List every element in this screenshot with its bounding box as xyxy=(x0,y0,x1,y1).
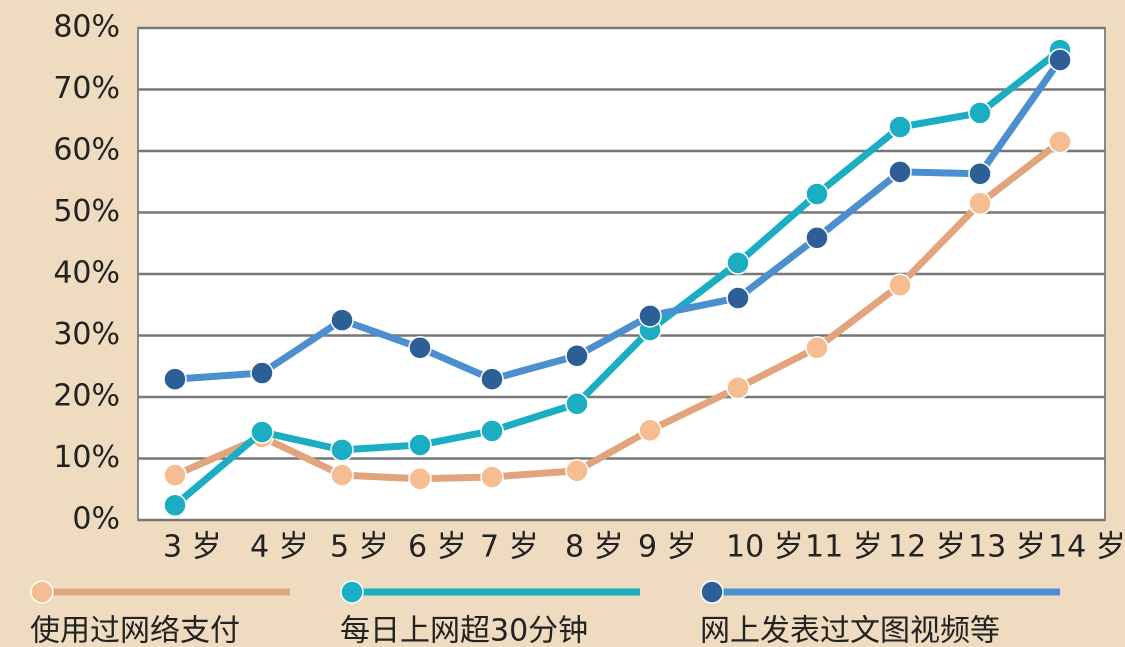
point xyxy=(968,101,992,125)
point xyxy=(330,463,354,487)
x-tick-label: 8 岁 xyxy=(565,530,624,565)
point xyxy=(1048,130,1072,154)
point xyxy=(638,418,662,442)
y-tick-label: 0% xyxy=(72,502,120,537)
y-tick-label: 20% xyxy=(53,379,120,414)
y-tick-label: 50% xyxy=(53,194,120,229)
x-tick-label: 12 岁 xyxy=(888,530,966,565)
point xyxy=(480,419,504,443)
point xyxy=(163,367,187,391)
point xyxy=(726,376,750,400)
point xyxy=(888,115,912,139)
point xyxy=(638,304,662,328)
point xyxy=(250,420,274,444)
x-tick-label: 6 岁 xyxy=(408,530,467,565)
point xyxy=(565,344,589,368)
legend-marker xyxy=(30,580,54,604)
y-tick-label: 80% xyxy=(53,10,120,45)
point xyxy=(163,463,187,487)
series-line xyxy=(172,47,1063,508)
legend-marker xyxy=(340,580,364,604)
y-tick-label: 10% xyxy=(53,440,120,475)
y-tick-label: 30% xyxy=(53,317,120,352)
y-tick-label: 60% xyxy=(53,133,120,168)
x-tick-label: 9 岁 xyxy=(638,530,697,565)
point xyxy=(888,273,912,297)
y-tick-label: 70% xyxy=(53,71,120,106)
point xyxy=(968,191,992,216)
point xyxy=(250,361,274,385)
x-tick-label: 5 岁 xyxy=(330,530,389,565)
point xyxy=(1048,48,1072,72)
point xyxy=(565,392,589,416)
point xyxy=(408,467,432,491)
point xyxy=(726,251,750,275)
x-tick-label: 7 岁 xyxy=(480,530,539,565)
x-tick-label: 4 岁 xyxy=(250,530,309,565)
x-tick-label: 14 岁 xyxy=(1048,530,1125,565)
point xyxy=(408,433,432,457)
series-line xyxy=(174,57,1063,383)
series-line xyxy=(173,139,1063,483)
x-tick-label: 10 岁 xyxy=(726,530,804,565)
point xyxy=(480,465,504,489)
point xyxy=(330,438,354,462)
point xyxy=(805,225,829,250)
point xyxy=(330,308,354,332)
point xyxy=(163,493,187,517)
legend-marker xyxy=(700,580,724,604)
point xyxy=(726,286,750,310)
point xyxy=(968,162,992,186)
point xyxy=(805,336,829,360)
point xyxy=(565,459,589,483)
legend-label: 网上发表过文图视频等 xyxy=(700,614,1000,647)
legend-label: 使用过网络支付 xyxy=(30,614,240,647)
x-tick-label: 3 岁 xyxy=(163,530,222,565)
x-tick-label: 11 岁 xyxy=(805,530,883,565)
legend-label: 每日上网超30分钟 xyxy=(340,614,588,647)
point xyxy=(888,160,912,184)
point xyxy=(408,336,432,360)
point xyxy=(480,367,504,391)
y-tick-label: 40% xyxy=(53,256,120,291)
x-tick-label: 13 岁 xyxy=(968,530,1046,565)
point xyxy=(805,182,829,206)
